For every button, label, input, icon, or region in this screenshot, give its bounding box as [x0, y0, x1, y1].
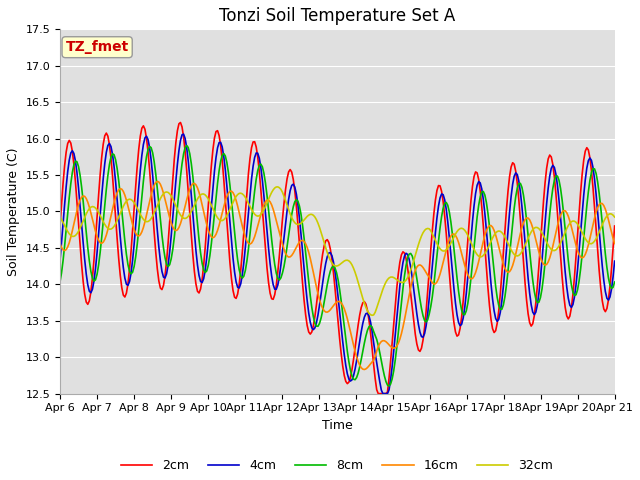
4cm	[251, 155, 259, 160]
4cm	[583, 165, 591, 171]
2cm	[177, 120, 184, 125]
16cm	[56, 240, 64, 246]
Title: Tonzi Soil Temperature Set A: Tonzi Soil Temperature Set A	[219, 7, 456, 25]
16cm	[241, 234, 249, 240]
32cm	[583, 238, 591, 244]
4cm	[223, 183, 230, 189]
8cm	[223, 159, 230, 165]
4cm	[241, 244, 249, 250]
8cm	[611, 279, 618, 285]
Legend: 2cm, 4cm, 8cm, 16cm, 32cm: 2cm, 4cm, 8cm, 16cm, 32cm	[116, 455, 558, 478]
8cm	[251, 188, 259, 194]
16cm	[611, 240, 618, 246]
2cm	[56, 223, 64, 229]
4cm	[379, 391, 387, 396]
16cm	[124, 203, 132, 209]
Text: TZ_fmet: TZ_fmet	[65, 40, 129, 54]
Line: 32cm: 32cm	[60, 187, 614, 315]
Line: 8cm: 8cm	[60, 145, 614, 386]
8cm	[56, 279, 64, 285]
8cm	[241, 267, 249, 273]
32cm	[124, 197, 132, 203]
32cm	[300, 217, 308, 223]
32cm	[274, 184, 282, 190]
2cm	[374, 391, 382, 396]
32cm	[368, 312, 376, 318]
Line: 4cm: 4cm	[60, 134, 614, 394]
2cm	[223, 219, 230, 225]
2cm	[241, 209, 249, 215]
32cm	[56, 214, 64, 220]
8cm	[300, 235, 308, 241]
32cm	[249, 209, 257, 215]
16cm	[300, 239, 308, 244]
2cm	[611, 223, 618, 229]
X-axis label: Time: Time	[322, 419, 353, 432]
Line: 16cm: 16cm	[60, 181, 614, 370]
8cm	[385, 383, 393, 389]
4cm	[611, 258, 618, 264]
2cm	[300, 298, 308, 303]
2cm	[583, 145, 591, 151]
8cm	[183, 143, 191, 148]
2cm	[124, 281, 132, 287]
4cm	[56, 258, 64, 264]
4cm	[300, 266, 308, 272]
32cm	[221, 215, 229, 221]
32cm	[240, 192, 248, 198]
8cm	[124, 262, 132, 267]
4cm	[180, 131, 188, 137]
16cm	[223, 194, 230, 200]
8cm	[583, 203, 591, 209]
16cm	[154, 179, 161, 184]
4cm	[124, 283, 132, 288]
16cm	[583, 247, 591, 253]
16cm	[360, 367, 368, 372]
32cm	[611, 214, 618, 220]
Line: 2cm: 2cm	[60, 122, 614, 394]
16cm	[251, 234, 259, 240]
Y-axis label: Soil Temperature (C): Soil Temperature (C)	[7, 147, 20, 276]
2cm	[251, 139, 259, 144]
